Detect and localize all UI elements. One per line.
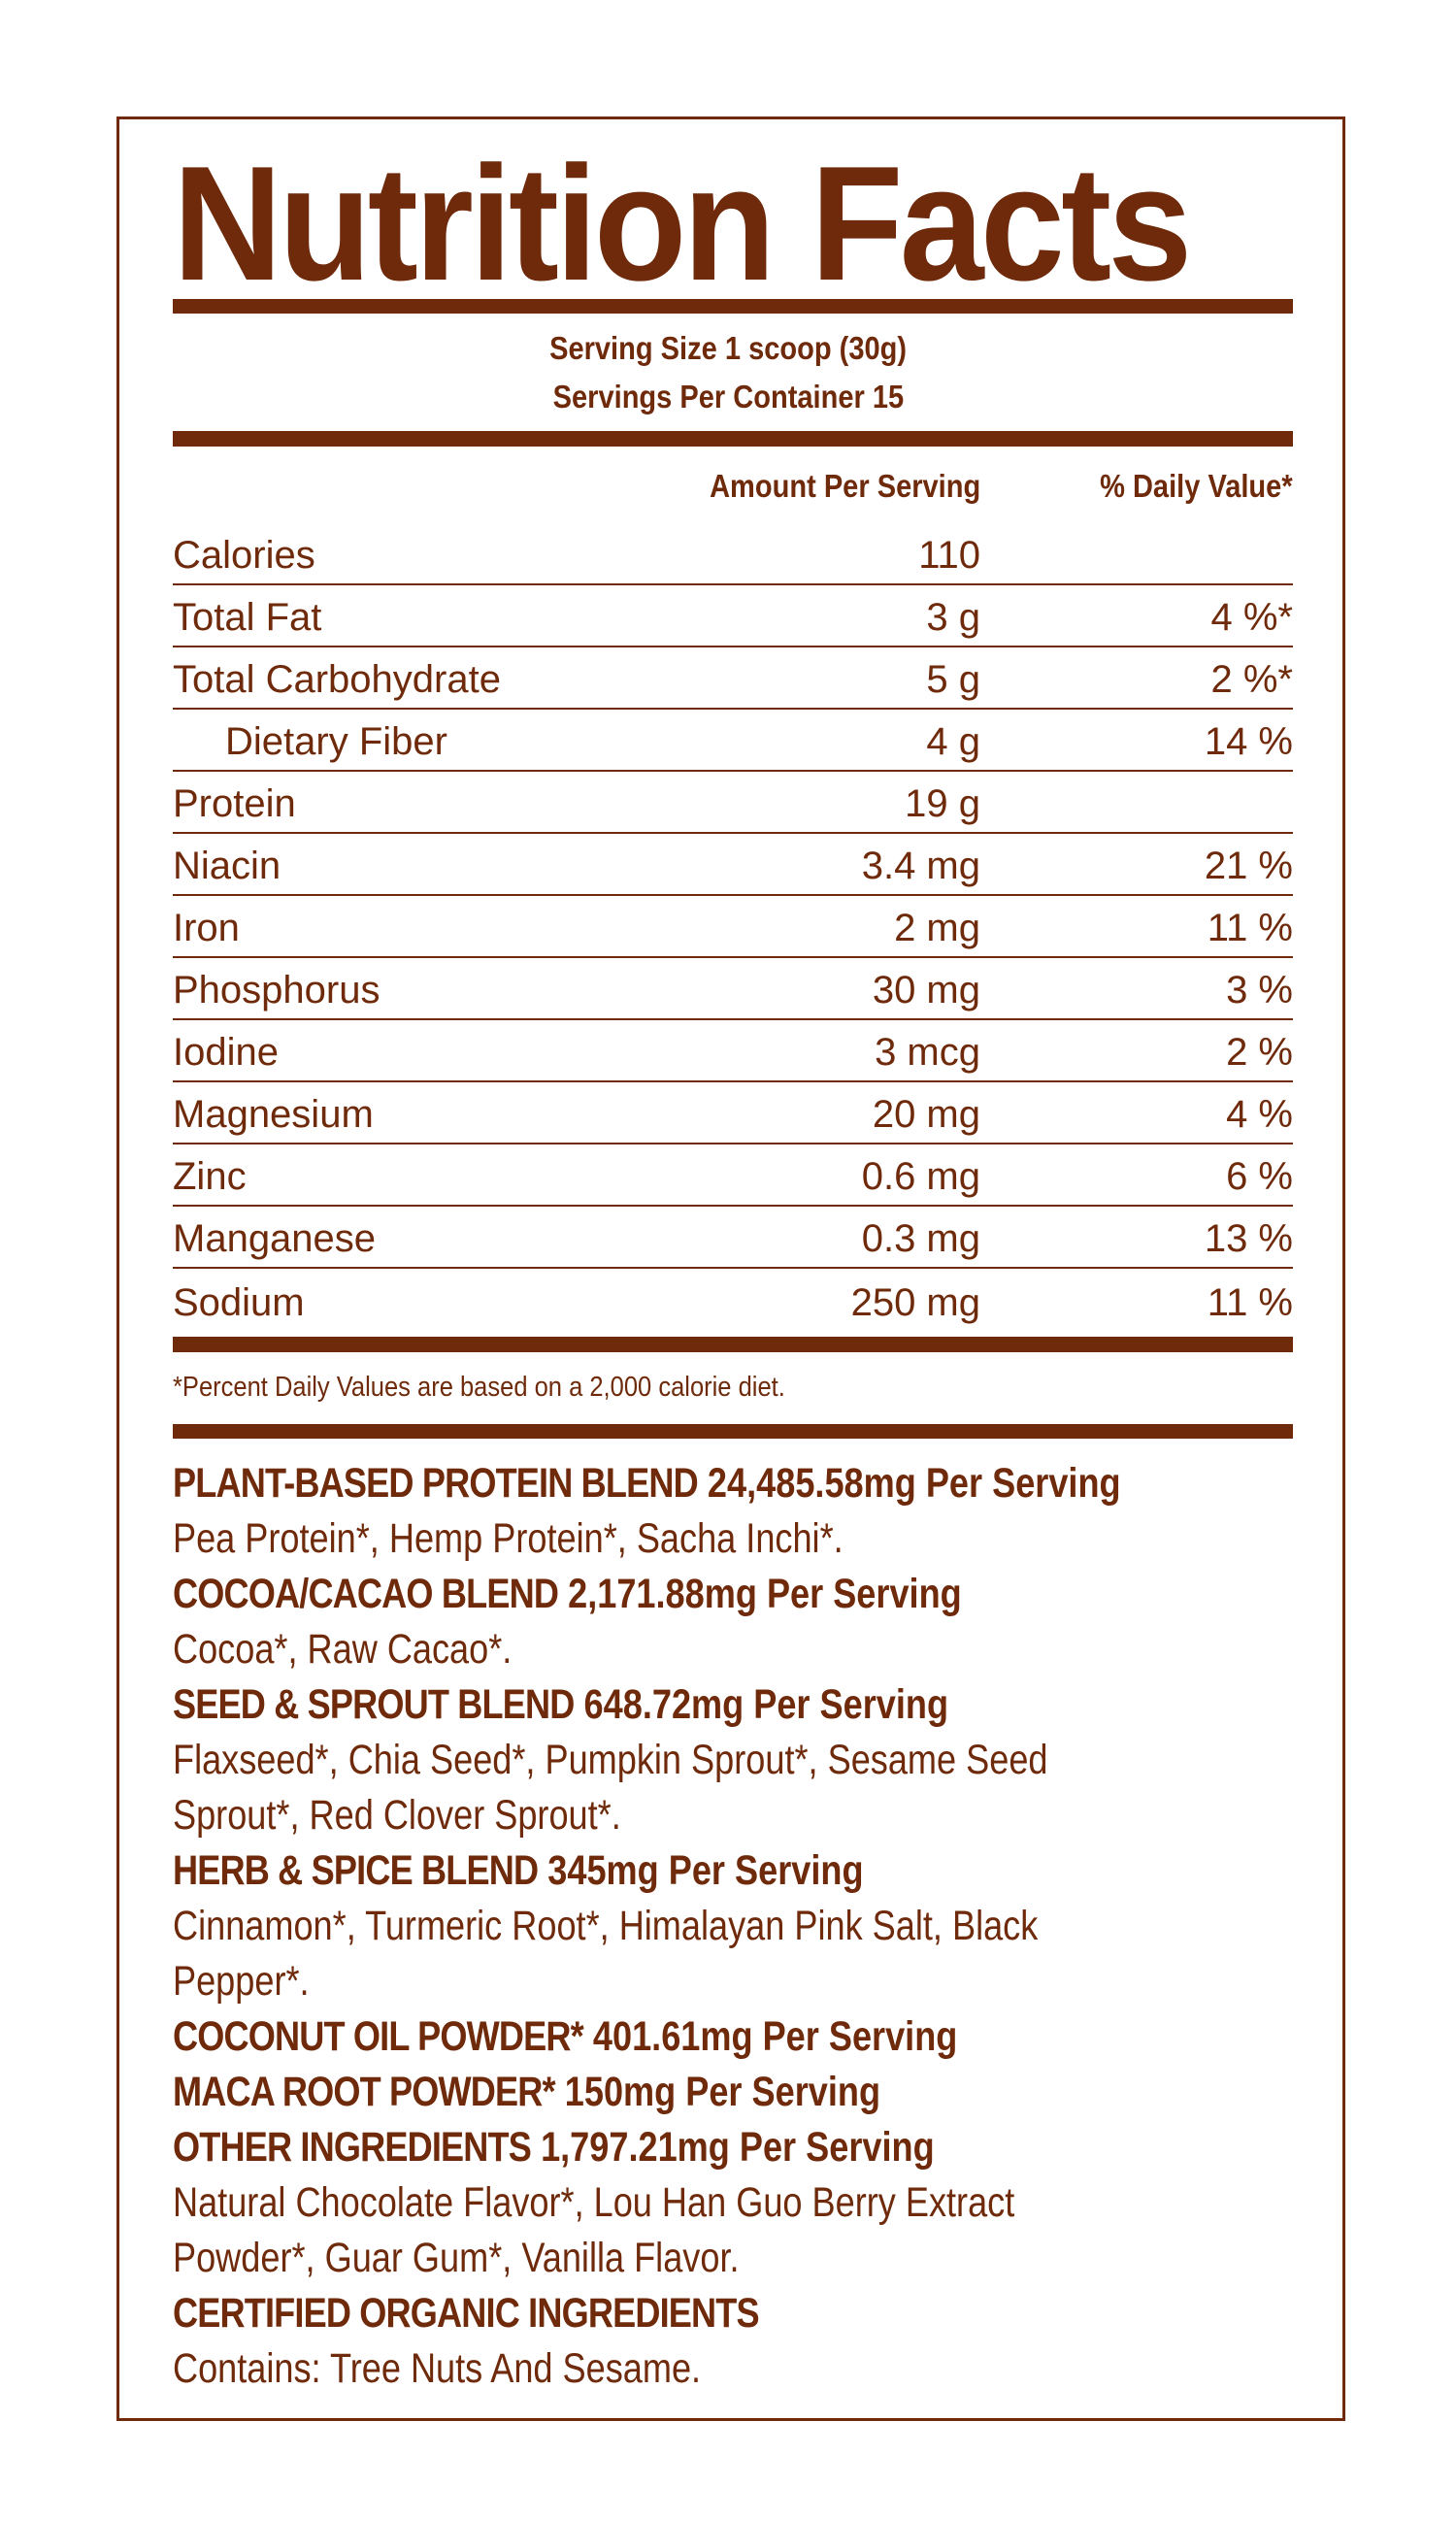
divider-thick <box>173 299 1293 314</box>
nutrient-daily-value: 13 % <box>1204 1217 1293 1260</box>
ingredient-heading: SEED & SPROUT BLEND 648.72mg Per Serving <box>173 1677 1233 1733</box>
nutrient-amount: 3 g <box>926 596 980 639</box>
nutrient-row: Iron 2 mg 11 % <box>173 896 1293 958</box>
nutrient-daily-value: 3 % <box>1226 969 1293 1012</box>
nutrient-amount: 5 g <box>926 658 980 701</box>
ingredient-heading: HERB & SPICE BLEND 345mg Per Serving <box>173 1843 1233 1899</box>
ingredient-text: Pea Protein*, Hemp Protein*, Sacha Inchi… <box>173 1515 844 1562</box>
nutrient-row: Phosphorus 30 mg 3 % <box>173 958 1293 1020</box>
nutrient-name: Manganese <box>173 1217 377 1260</box>
ingredient-blend-quantity: 24,485.58mg Per Serving <box>707 1460 1121 1507</box>
nutrient-daily-value: 11 % <box>1207 1281 1293 1324</box>
divider-thick <box>173 431 1293 447</box>
nutrient-amount: 0.6 mg <box>861 1155 980 1198</box>
nutrient-amount: 19 g <box>905 782 980 825</box>
nutrient-name: Niacin <box>173 845 281 887</box>
nutrient-row: Total Fat 3 g 4 %* <box>173 585 1293 647</box>
nutrient-amount: 3.4 mg <box>861 845 980 887</box>
nutrient-name: Calories <box>173 534 315 577</box>
nutrient-amount: 0.3 mg <box>861 1217 980 1260</box>
nutrient-name: Magnesium <box>173 1093 374 1136</box>
nutrient-name: Protein <box>173 782 296 825</box>
nutrient-name: Zinc <box>173 1155 247 1198</box>
ingredient-text: Contains: Tree Nuts And Sesame. <box>173 2345 702 2392</box>
ingredient-blend-name: PLANT-BASED PROTEIN BLEND <box>173 1460 699 1507</box>
nutrient-daily-value: 2 %* <box>1210 658 1294 701</box>
nutrient-row: Total Carbohydrate 5 g 2 %* <box>173 647 1293 710</box>
servings-per-container: Servings Per Container 15 <box>552 379 904 415</box>
ingredient-blend-name: SEED & SPROUT BLEND <box>173 1681 575 1728</box>
ingredient-blend-name: COCOA/CACAO BLEND <box>173 1571 559 1617</box>
nutrient-amount: 2 mg <box>894 907 980 949</box>
label-title: Nutrition Facts <box>173 132 1192 315</box>
nutrient-row: Niacin 3.4 mg 21 % <box>173 834 1293 896</box>
nutrient-amount: 250 mg <box>850 1281 980 1324</box>
ingredient-heading: COCONUT OIL POWDER* 401.61mg Per Serving <box>173 2009 1233 2065</box>
ingredient-text: Sprout*, Red Clover Sprout*. <box>173 1792 621 1839</box>
ingredient-heading: MACA ROOT POWDER* 150mg Per Serving <box>173 2065 1233 2120</box>
ingredient-text: Natural Chocolate Flavor*, Lou Han Guo B… <box>173 2179 1015 2226</box>
nutrient-amount: 4 g <box>926 720 980 763</box>
divider-thick <box>173 1424 1293 1439</box>
nutrient-row: Protein 19 g <box>173 772 1293 834</box>
nutrient-daily-value: 11 % <box>1207 907 1293 949</box>
ingredient-blend-quantity: 150mg Per Serving <box>564 2069 881 2115</box>
nutrient-amount: 3 mcg <box>875 1031 980 1074</box>
nutrient-daily-value: 2 % <box>1226 1031 1293 1074</box>
nutrient-daily-value: 4 %* <box>1210 596 1294 639</box>
nutrient-name: Total Carbohydrate <box>173 658 501 701</box>
daily-value-header: % Daily Value* <box>1100 468 1293 504</box>
nutrient-name: Dietary Fiber <box>225 720 447 763</box>
nutrient-amount: 110 <box>918 534 980 577</box>
nutrient-daily-value: 4 % <box>1226 1093 1293 1136</box>
ingredient-blend-quantity: 648.72mg Per Serving <box>583 1681 949 1728</box>
label-border <box>116 116 1345 2421</box>
ingredients-list: PLANT-BASED PROTEIN BLEND 24,485.58mg Pe… <box>173 1456 1233 2397</box>
ingredient-blend-name: COCONUT OIL POWDER* <box>173 2013 584 2060</box>
ingredient-text: Pepper*. <box>173 1958 310 2005</box>
footnote: *Percent Daily Values are based on a 2,0… <box>173 1372 785 1403</box>
nutrient-daily-value: 14 % <box>1204 720 1293 763</box>
ingredient-blend-name: HERB & SPICE BLEND <box>173 1847 539 1894</box>
ingredient-heading: PLANT-BASED PROTEIN BLEND 24,485.58mg Pe… <box>173 1456 1233 1511</box>
ingredient-blend-quantity: 345mg Per Serving <box>547 1847 864 1894</box>
nutrient-row: Dietary Fiber 4 g 14 % <box>173 710 1293 772</box>
ingredient-text: Cinnamon*, Turmeric Root*, Himalayan Pin… <box>173 1903 1039 1949</box>
amount-header: Amount Per Serving <box>709 468 980 504</box>
nutrient-row: Manganese 0.3 mg 13 % <box>173 1207 1293 1269</box>
nutrient-daily-value: 6 % <box>1226 1155 1293 1198</box>
nutrient-name: Sodium <box>173 1281 305 1324</box>
nutrient-name: Total Fat <box>173 596 322 639</box>
nutrient-row: Iodine 3 mcg 2 % <box>173 1020 1293 1082</box>
nutrient-row: Calories 110 <box>173 523 1293 585</box>
nutrient-amount: 20 mg <box>872 1093 980 1136</box>
divider-thick <box>173 1337 1293 1352</box>
ingredient-blend-quantity: 1,797.21mg Per Serving <box>541 2124 935 2171</box>
ingredient-blend-quantity: 2,171.88mg Per Serving <box>568 1571 962 1617</box>
ingredient-text: Flaxseed*, Chia Seed*, Pumpkin Sprout*, … <box>173 1737 1048 1783</box>
nutrient-name: Iron <box>173 907 240 949</box>
nutrient-daily-value: 21 % <box>1204 845 1293 887</box>
serving-size: Serving Size 1 scoop (30g) <box>549 330 907 366</box>
nutrient-name: Phosphorus <box>173 969 381 1012</box>
nutrient-amount: 30 mg <box>872 969 980 1012</box>
ingredient-blend-name: MACA ROOT POWDER* <box>173 2069 556 2115</box>
ingredient-heading: OTHER INGREDIENTS 1,797.21mg Per Serving <box>173 2120 1233 2175</box>
ingredient-heading: COCOA/CACAO BLEND 2,171.88mg Per Serving <box>173 1567 1233 1622</box>
nutrient-name: Iodine <box>173 1031 279 1074</box>
ingredient-heading: CERTIFIED ORGANIC INGREDIENTS <box>173 2286 1233 2341</box>
ingredient-blend-name: CERTIFIED ORGANIC INGREDIENTS <box>173 2290 760 2337</box>
ingredient-text: Cocoa*, Raw Cacao*. <box>173 1626 513 1673</box>
ingredient-text: Powder*, Guar Gum*, Vanilla Flavor. <box>173 2235 740 2281</box>
nutrient-row: Sodium 250 mg 11 % <box>173 1269 1293 1331</box>
nutrient-row: Zinc 0.6 mg 6 % <box>173 1144 1293 1207</box>
ingredient-blend-quantity: 401.61mg Per Serving <box>592 2013 958 2060</box>
ingredient-blend-name: OTHER INGREDIENTS <box>173 2124 532 2171</box>
nutrient-row: Magnesium 20 mg 4 % <box>173 1082 1293 1144</box>
